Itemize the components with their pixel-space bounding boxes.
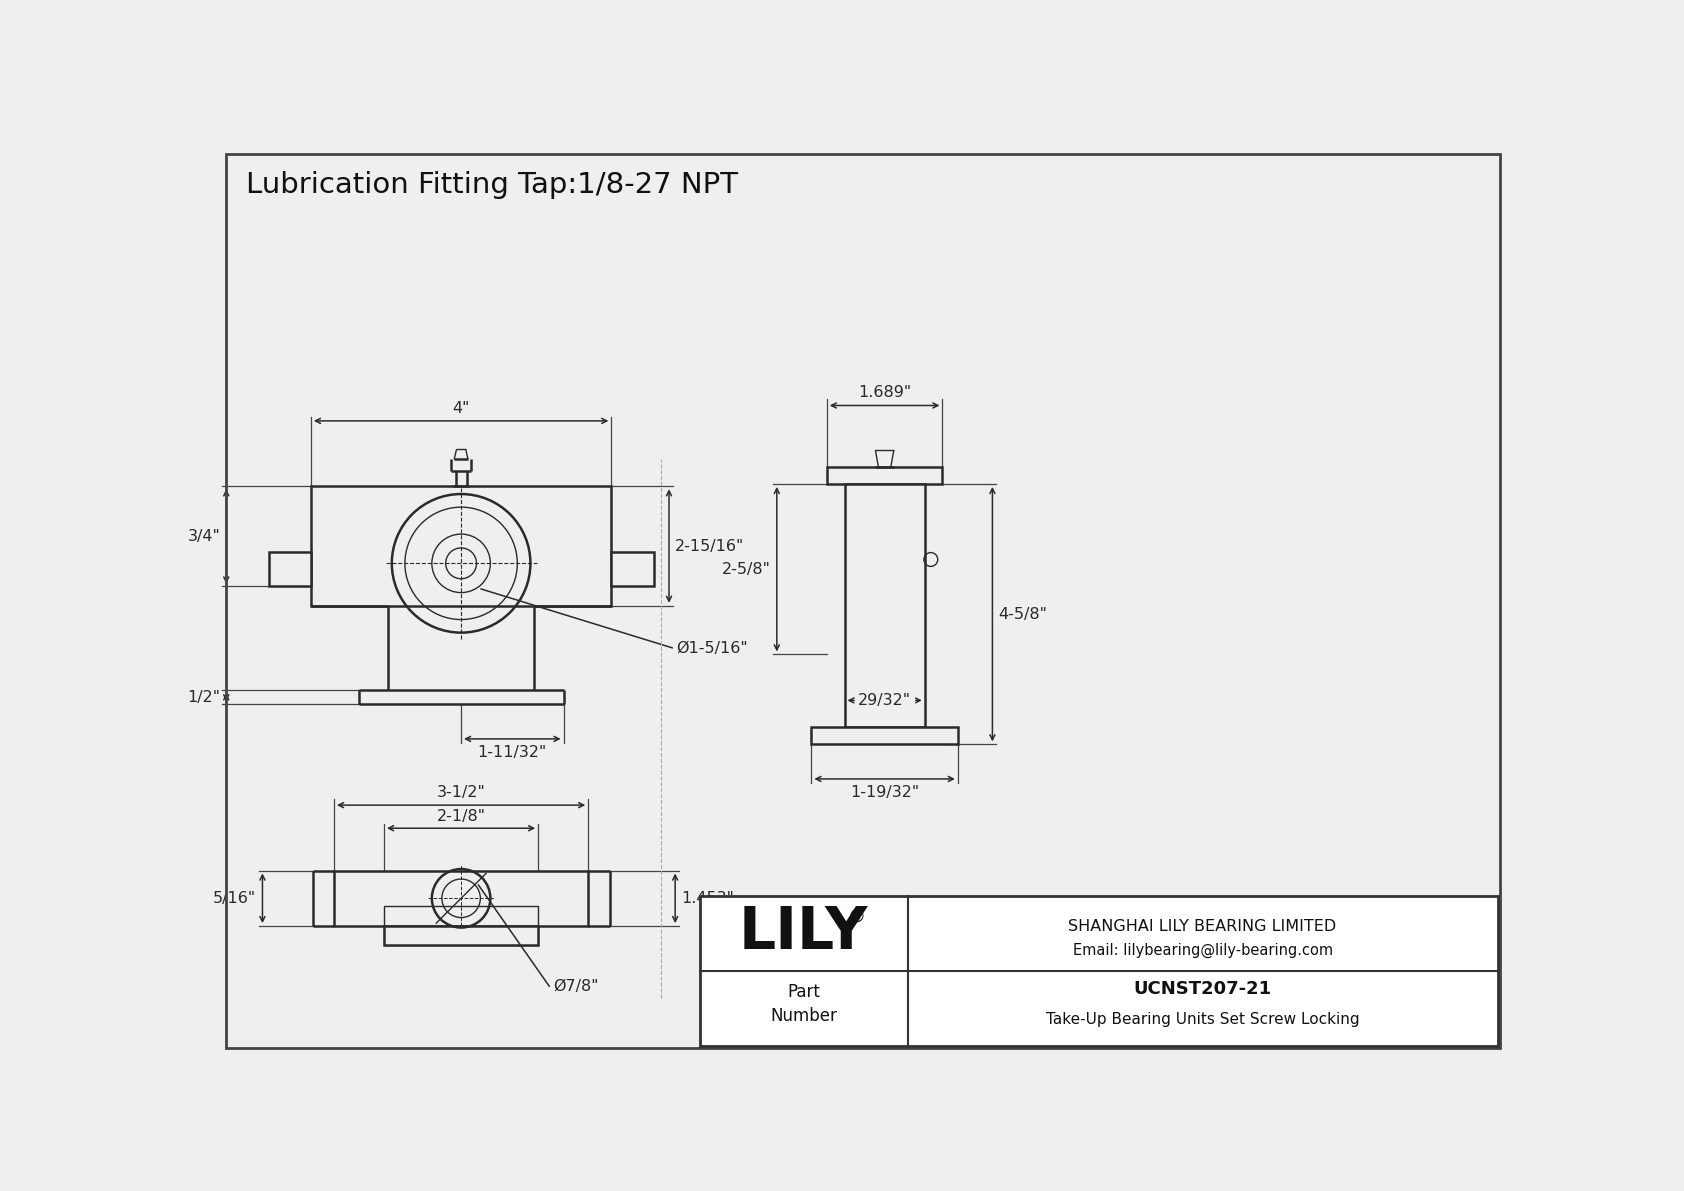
Bar <box>845 484 925 728</box>
Text: UCNST207-21: UCNST207-21 <box>1133 980 1271 998</box>
Text: 4": 4" <box>453 400 470 416</box>
Text: Part
Number: Part Number <box>770 984 837 1025</box>
Bar <box>812 728 958 744</box>
Text: 1/2": 1/2" <box>187 690 221 705</box>
Text: Ø7/8": Ø7/8" <box>554 979 600 994</box>
Text: 1.689": 1.689" <box>859 385 911 400</box>
Text: SHANGHAI LILY BEARING LIMITED: SHANGHAI LILY BEARING LIMITED <box>1068 918 1337 934</box>
Text: 1-19/32": 1-19/32" <box>850 785 919 800</box>
Bar <box>333 871 588 927</box>
Bar <box>701 896 1497 1046</box>
Text: Email: lilybearing@lily-bearing.com: Email: lilybearing@lily-bearing.com <box>1073 942 1332 958</box>
Bar <box>312 486 611 606</box>
Bar <box>611 551 653 586</box>
Text: 1.453": 1.453" <box>682 891 734 906</box>
Bar <box>855 696 914 711</box>
Text: 2-15/16": 2-15/16" <box>675 538 744 554</box>
Text: Lubrication Fitting Tap:1/8-27 NPT: Lubrication Fitting Tap:1/8-27 NPT <box>246 170 738 199</box>
Bar <box>827 467 943 484</box>
Text: Take-Up Bearing Units Set Screw Locking: Take-Up Bearing Units Set Screw Locking <box>1046 1011 1359 1027</box>
Bar <box>384 927 539 946</box>
Text: 3-1/2": 3-1/2" <box>436 785 485 799</box>
Text: 29/32": 29/32" <box>859 693 911 707</box>
Text: 2-1/8": 2-1/8" <box>436 809 485 824</box>
Text: ®: ® <box>847 908 866 925</box>
Text: 3/4": 3/4" <box>187 529 221 544</box>
Bar <box>269 551 312 586</box>
Text: 2-5/8": 2-5/8" <box>722 562 771 576</box>
Text: 1-11/32": 1-11/32" <box>478 746 547 760</box>
Text: LILY: LILY <box>739 904 869 960</box>
Bar <box>384 906 539 946</box>
Text: 4-5/8": 4-5/8" <box>999 606 1047 622</box>
Text: Ø1-5/16": Ø1-5/16" <box>677 641 748 655</box>
Text: 5/16": 5/16" <box>214 891 256 906</box>
